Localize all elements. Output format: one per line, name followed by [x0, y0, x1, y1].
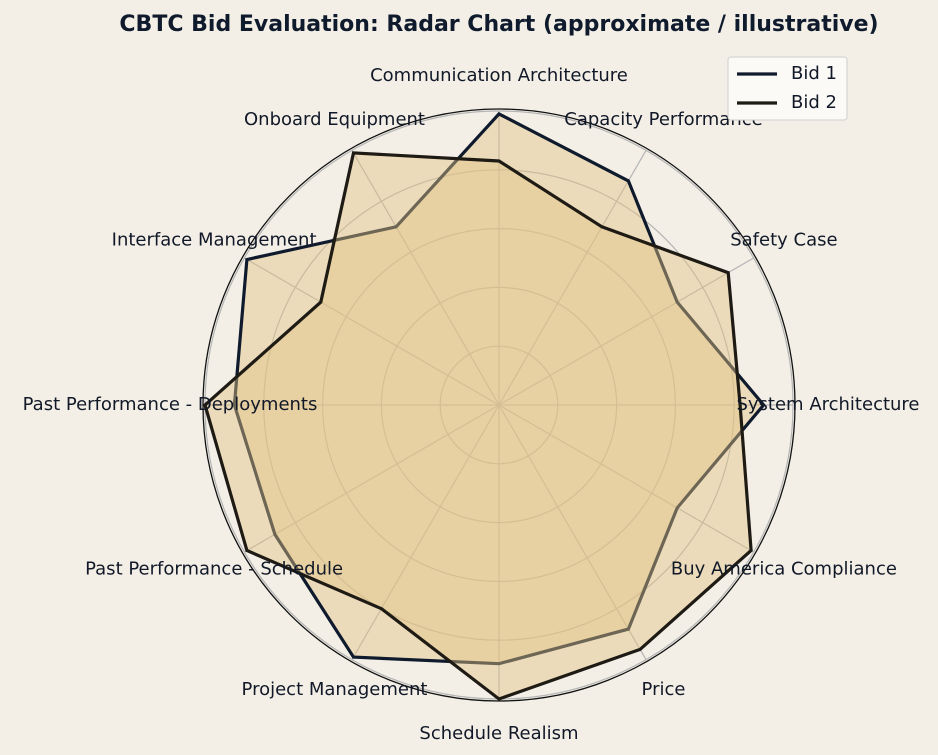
series-1-polygon	[232, 111, 766, 666]
axis-label-9: Past Performance - Schedule	[85, 559, 343, 580]
spoke-5	[498, 404, 754, 553]
axis-label-1: Communication Architecture	[370, 65, 628, 86]
legend: Bid 1 Bid 2	[727, 56, 848, 121]
axis-label-8: Project Management	[242, 679, 428, 700]
spoke-11	[244, 257, 500, 406]
chart-title: CBTC Bid Evaluation: Radar Chart (approx…	[119, 12, 878, 37]
spoke-12	[351, 150, 500, 406]
spoke-6	[498, 404, 647, 660]
spoke-3	[498, 257, 754, 406]
spoke-2	[498, 150, 647, 406]
axis-label-12: Onboard Equipment	[244, 109, 425, 130]
series-2-polygon	[203, 151, 753, 701]
spoke-9	[244, 404, 500, 553]
axis-label-3: Safety Case	[730, 230, 837, 251]
legend-label-2: Bid 2	[791, 92, 837, 113]
spoke-8	[351, 404, 500, 660]
outer-frame	[202, 108, 796, 702]
axis-label-10: Past Performance - Deployments	[23, 394, 318, 415]
axis-label-7: Schedule Realism	[419, 723, 578, 744]
axis-label-5: Buy America Compliance	[671, 559, 897, 580]
axis-label-6: Price	[642, 679, 686, 700]
radar-series	[203, 111, 766, 701]
axis-label-11: Interface Management	[112, 230, 317, 251]
axis-labels: Communication Architecture Capacity Perfo…	[23, 65, 920, 744]
legend-label-1: Bid 1	[791, 63, 837, 84]
axis-label-2: Capacity Performance	[564, 109, 762, 130]
axis-label-4: System Architecture	[736, 394, 919, 415]
